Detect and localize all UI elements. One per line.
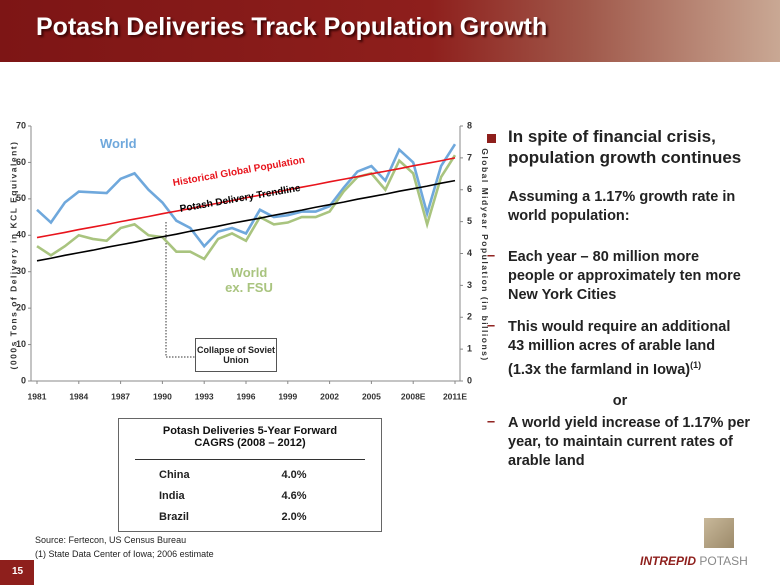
y-tick-label: 20	[16, 303, 26, 313]
x-tick-label: 1996	[237, 391, 256, 401]
bullet-item: This would require an additional 43 mill…	[508, 318, 748, 380]
y-tick-label: 30	[16, 266, 26, 276]
y2-tick-label: 7	[467, 152, 472, 162]
y2-tick-label: 3	[467, 280, 472, 290]
series-line	[36, 154, 457, 261]
table-cell: 2.0%	[281, 510, 307, 523]
table-rule	[135, 459, 365, 460]
x-tick-label: 1999	[278, 391, 297, 401]
annotation-leader	[165, 222, 195, 358]
y2-tick-label: 6	[467, 184, 472, 194]
y2-tick-label: 5	[467, 216, 472, 226]
x-tick-label: 1993	[195, 391, 214, 401]
logo-tile	[704, 518, 734, 548]
y-axis-label: (000s Tons of Delivery in KCL Equivalent…	[8, 141, 18, 370]
joiner: or	[612, 393, 628, 409]
y2-tick-label: 4	[467, 248, 472, 258]
table-cell: 4.6%	[281, 489, 307, 502]
table-row: India 4.6%	[119, 485, 381, 506]
sub-heading: Assuming a 1.17% growth rate in world po…	[508, 189, 736, 224]
annotation-box: Collapse of Soviet Union	[195, 338, 277, 372]
y-tick-label: 50	[16, 193, 26, 203]
x-tick-label: 1981	[28, 391, 47, 401]
table-cell: 4.0%	[281, 468, 307, 481]
y2-tick-label: 0	[467, 375, 472, 385]
y2-tick-label: 1	[467, 344, 472, 354]
y-tick-label: 10	[16, 339, 26, 349]
table-cell: India	[159, 489, 185, 502]
dash: –	[487, 318, 496, 334]
dash: –	[487, 248, 496, 264]
page-number: 15	[12, 566, 24, 577]
table-title: Potash Deliveries 5-Year Forward	[162, 425, 338, 437]
x-tick-label: 2008E	[401, 391, 426, 401]
series-line	[36, 157, 456, 239]
cagr-table: Potash Deliveries 5-Year Forward CAGRS (…	[118, 418, 382, 532]
x-tick-label: 1990	[153, 391, 172, 401]
x-tick-label: 2005	[362, 391, 381, 401]
bullet-text: This would require an additional 43 mill…	[508, 319, 731, 378]
header-banner	[0, 0, 780, 62]
dash: –	[487, 414, 496, 430]
slide-title: Potash Deliveries Track Population Growt…	[36, 13, 548, 41]
x-tick-label: 1984	[69, 391, 88, 401]
footnote: (1) State Data Center of Iowa; 2006 esti…	[35, 549, 214, 559]
series-label: World ex. FSU	[225, 265, 273, 295]
series-line	[36, 143, 457, 249]
page-tab	[0, 560, 34, 585]
logo: INTREPID POTASH	[640, 554, 748, 568]
chart: (000s Tons of Delivery in KCL Equivalent…	[8, 120, 490, 401]
x-tick-label: 2002	[320, 391, 339, 401]
series-line	[36, 179, 456, 262]
table-row: China 4.0%	[119, 464, 381, 485]
x-tick-label: 2011E	[443, 391, 467, 401]
bullet-square	[487, 134, 496, 143]
y2-axis-label: Global Midyear Population (in billions)	[480, 148, 490, 361]
series-label: World	[100, 136, 137, 151]
bullet-item: Each year – 80 million more people or ap…	[508, 249, 741, 303]
source: Source: Fertecon, US Census Bureau	[35, 535, 187, 545]
y-tick-label: 60	[16, 157, 26, 167]
y-tick-label: 0	[21, 375, 26, 385]
table-title: CAGRS (2008 – 2012)	[194, 437, 306, 449]
y-tick-label: 40	[16, 230, 26, 240]
table-cell: China	[159, 468, 190, 481]
y2-tick-label: 2	[467, 312, 472, 322]
y-tick-label: 70	[16, 120, 26, 130]
table-row: Brazil 2.0%	[119, 506, 381, 527]
y2-tick-label: 8	[467, 120, 472, 130]
logo-word: INTREPID	[640, 554, 697, 568]
bullet-item: A world yield increase of 1.17% per year…	[508, 415, 751, 469]
main-bullet: In spite of financial crisis, population…	[508, 127, 742, 167]
footnote-marker: (1)	[690, 360, 702, 370]
logo-word: POTASH	[699, 554, 748, 568]
table-cell: Brazil	[159, 510, 189, 523]
x-tick-label: 1987	[111, 391, 130, 401]
